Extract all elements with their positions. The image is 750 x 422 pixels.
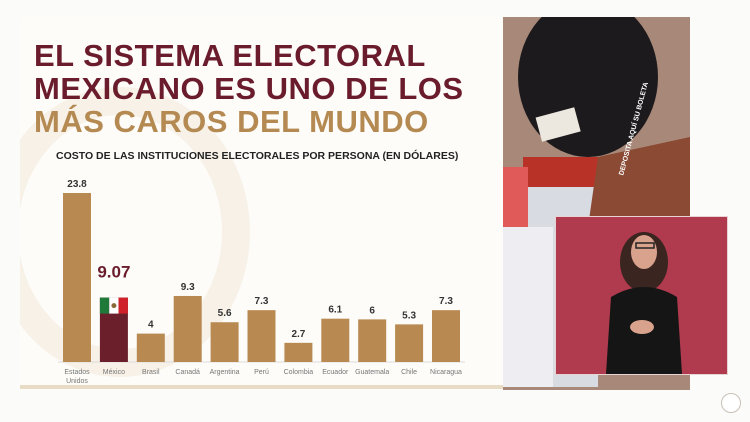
data-label-4: 5.6 <box>218 308 232 319</box>
category-label-0: Unidos <box>66 378 88 385</box>
bar-7 <box>321 318 350 362</box>
category-label-8: Guatemala <box>355 369 389 376</box>
category-label-1: México <box>103 369 125 376</box>
category-label-6: Colombia <box>284 369 314 376</box>
sign-language-interpreter-video <box>555 216 728 375</box>
broadcast-logo <box>721 393 741 413</box>
slide: EL SISTEMA ELECTORAL MEXICANO ES UNO DE … <box>20 17 503 390</box>
category-label-5: Perú <box>254 369 269 376</box>
flag-emblem-icon <box>111 303 117 309</box>
data-label-6: 2.7 <box>291 329 305 340</box>
divider <box>20 385 503 389</box>
flag-green <box>99 297 110 314</box>
bar-0 <box>63 193 91 362</box>
title-line-2: MEXICANO ES UNO DE LOS <box>34 71 464 106</box>
category-label-4: Argentina <box>210 369 240 376</box>
category-label-9: Chile <box>401 369 417 376</box>
chart-title: COSTO DE LAS INSTITUCIONES ELECTORALES P… <box>56 150 459 162</box>
bar-3 <box>173 295 202 362</box>
title-line-1: EL SISTEMA ELECTORAL <box>34 38 426 73</box>
title-line-3: MÁS CAROS DEL MUNDO <box>34 104 429 139</box>
data-label-9: 5.3 <box>402 310 416 321</box>
slide-title: EL SISTEMA ELECTORAL MEXICANO ES UNO DE … <box>34 39 464 138</box>
data-label-5: 7.3 <box>255 296 269 307</box>
data-label-3: 9.3 <box>181 282 195 293</box>
data-label-0: 23.8 <box>67 179 87 190</box>
data-label-8: 6 <box>369 305 375 316</box>
category-label-3: Canadá <box>175 369 200 376</box>
data-label-7: 6.1 <box>328 305 342 316</box>
category-label-2: Brasil <box>142 369 160 376</box>
category-label-10: Nicaragua <box>430 369 462 376</box>
bar-chart: 23.8 Estados Unidos 9.07 México 4 Brasil 9.3 Can… <box>58 179 465 385</box>
bar-10 <box>432 310 460 362</box>
data-label-10: 7.3 <box>439 296 453 307</box>
category-label-7: Ecuador <box>322 369 349 376</box>
bar-6 <box>284 342 313 362</box>
flag-red <box>118 297 128 314</box>
data-label-2: 4 <box>148 320 154 331</box>
data-label-1: 9.07 <box>97 263 130 282</box>
category-label-0: Estados <box>64 369 90 376</box>
bar-8 <box>358 319 387 362</box>
bar-5 <box>247 310 276 362</box>
bar-9 <box>395 324 424 362</box>
bar-4 <box>210 322 239 362</box>
bar-2 <box>136 333 165 362</box>
